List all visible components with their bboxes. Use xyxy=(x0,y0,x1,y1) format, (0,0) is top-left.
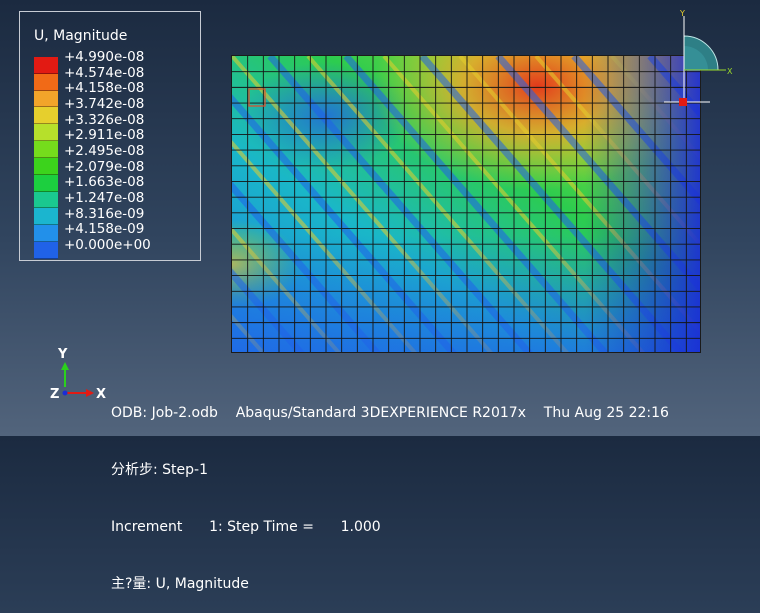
legend-swatch xyxy=(34,90,58,108)
legend-swatch xyxy=(34,73,58,91)
legend-label: +2.911e-08 xyxy=(64,127,145,144)
legend-label: +4.990e-08 xyxy=(64,49,145,65)
legend-label: +3.326e-08 xyxy=(64,111,145,128)
legend-swatch xyxy=(34,141,58,158)
legend-swatch xyxy=(34,174,58,192)
coordinate-axes-icon: Y Z X xyxy=(48,342,108,402)
legend-label: +4.158e-08 xyxy=(64,80,145,97)
legend-label: +1.247e-08 xyxy=(64,189,145,206)
legend-swatch xyxy=(34,208,58,226)
info-line-increment: Increment 1: Step Time = 1.000 xyxy=(111,519,381,535)
info-line-variable: 主?量: U, Magnitude xyxy=(111,576,249,592)
solver-version: Abaqus/Standard 3DEXPERIENCE R2017x xyxy=(235,405,526,421)
legend-swatch xyxy=(34,157,58,175)
odb-name: ODB: Job-2.odb xyxy=(111,405,218,421)
legend-color-bar xyxy=(34,57,58,259)
triad-y-label: Y xyxy=(679,9,685,18)
legend-label: +3.742e-08 xyxy=(64,95,145,112)
info-line-odb: ODB: Job-2.odb Abaqus/Standard 3DEXPERIE… xyxy=(111,404,669,423)
axis-y-label: Y xyxy=(57,347,68,362)
legend-label: +4.158e-09 xyxy=(64,221,145,238)
legend-title: U, Magnitude xyxy=(34,28,128,44)
job-date: Thu Aug 25 22:16 xyxy=(543,405,669,421)
view-triad[interactable]: Y X xyxy=(660,8,740,108)
legend-swatch xyxy=(34,57,58,74)
legend-label: +1.663e-08 xyxy=(64,174,145,191)
legend-swatch xyxy=(34,242,58,259)
legend-label: +2.495e-08 xyxy=(64,142,145,159)
legend-label: +4.574e-08 xyxy=(64,64,145,81)
info-line-step: 分析步: Step-1 xyxy=(111,462,209,478)
odb-info-block: ODB: Job-2.odb Abaqus/Standard 3DEXPERIE… xyxy=(111,366,669,613)
legend-label: +8.316e-09 xyxy=(64,205,145,222)
triad-x-label: X xyxy=(727,67,733,76)
legend-label: +0.000e+00 xyxy=(64,236,151,253)
legend-swatch xyxy=(34,124,58,142)
legend-labels: +4.990e-08 +4.574e-08 +4.158e-08 +3.742e-08… xyxy=(64,50,151,252)
mesh-contour-svg[interactable] xyxy=(232,56,701,353)
axis-z-label: Z xyxy=(50,387,59,402)
legend-label: +2.079e-08 xyxy=(64,158,145,175)
legend-swatch xyxy=(34,107,58,125)
legend-swatch xyxy=(34,225,58,243)
contour-legend: U, Magnitude +4.990e-08 +4.574e-08 +4.158e… xyxy=(19,11,201,261)
legend-swatch xyxy=(34,191,58,209)
axis-x-label: X xyxy=(96,387,106,402)
contour-plot-viewport[interactable] xyxy=(231,55,701,353)
